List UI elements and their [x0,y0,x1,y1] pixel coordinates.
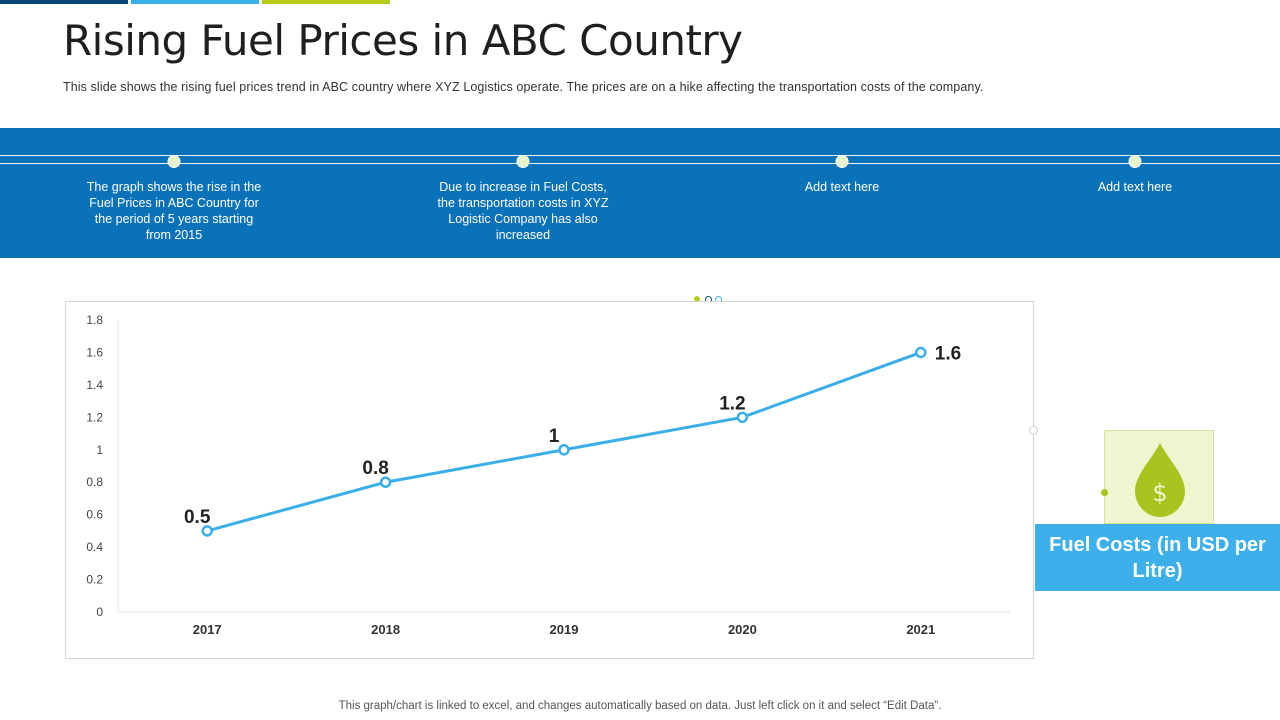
x-tick-label: 2020 [728,622,757,637]
page-title: Rising Fuel Prices in ABC Country [63,16,743,65]
data-point [201,525,213,537]
y-tick-label: 0.8 [86,475,103,489]
timeline-dot [1128,155,1142,168]
data-label: 1.2 [719,393,745,414]
timeline-text-4[interactable]: Add text here [1097,180,1173,194]
chart-area[interactable]: 0 0.2 0.4 0.6 0.8 1 1.2 1.4 1.6 1.8 2017 2018 2019 20… [65,301,1034,659]
footer-note: This graph/chart is linked to excel, and… [338,700,942,712]
y-tick-label: 1.6 [86,345,103,359]
data-label: 1 [549,426,560,447]
y-tick-label: 1.2 [86,410,103,424]
timeline-text-2[interactable]: Due to increase in Fuel Costs, the trans… [437,180,609,242]
y-tick-label: 1 [96,443,103,457]
timeline-dot [516,155,530,168]
page-subtitle: This slide shows the rising fuel prices … [63,80,984,94]
timeline-line-upper [0,155,1280,156]
data-point [558,444,570,456]
timeline-dot [835,155,849,168]
y-tick-label: 0.6 [86,508,103,522]
top-stripe-blue [131,0,259,4]
x-tick-label: 2017 [193,622,222,637]
data-label: 0.5 [184,507,211,528]
connector-dot [1101,489,1108,496]
x-tick-label: 2021 [906,622,935,637]
y-tick-label: 0.4 [86,540,103,554]
resize-handle[interactable] [1029,426,1038,435]
icon-card: $ [1104,430,1214,524]
x-tick-label: 2018 [371,622,400,637]
timeline-band: The graph shows the rise in the Fuel Pri… [0,128,1280,258]
series-line [206,351,922,533]
data-point [379,476,392,488]
svg-text:$: $ [1152,479,1167,507]
timeline-text-1[interactable]: The graph shows the rise in the Fuel Pri… [86,180,262,242]
legend-dot-green [694,296,700,302]
fuel-costs-label: Fuel Costs (in USD per Litre) [1035,524,1280,591]
y-tick-label: 0 [96,605,103,619]
data-point [736,411,749,424]
y-tick-label: 0.2 [86,573,103,587]
x-tick-label: 2019 [550,622,579,637]
timeline-line-lower [0,163,1280,164]
fuel-drop-dollar-icon: $ [1135,443,1185,517]
fuel-price-line-chart: 0 0.2 0.4 0.6 0.8 1 1.2 1.4 1.6 1.8 2017 2018 2019 20… [86,313,1010,637]
data-point [915,346,927,359]
y-tick-label: 1.8 [86,313,103,327]
y-tick-label: 1.4 [86,378,103,392]
timeline-text-3[interactable]: Add text here [804,180,880,194]
top-stripe-dark [0,0,128,4]
timeline-dot [167,155,181,168]
data-label: 1.6 [935,343,961,364]
top-stripe-green [262,0,390,4]
data-label: 0.8 [362,458,388,479]
